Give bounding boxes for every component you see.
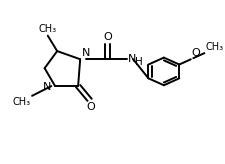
Text: CH₃: CH₃ — [205, 42, 224, 52]
Text: N: N — [82, 48, 91, 58]
Text: CH₃: CH₃ — [39, 24, 57, 34]
Text: O: O — [192, 48, 200, 58]
Text: N: N — [128, 54, 137, 64]
Text: O: O — [103, 32, 112, 42]
Text: N: N — [43, 82, 51, 92]
Text: CH₃: CH₃ — [13, 97, 31, 107]
Text: H: H — [135, 57, 143, 67]
Text: O: O — [87, 102, 95, 112]
